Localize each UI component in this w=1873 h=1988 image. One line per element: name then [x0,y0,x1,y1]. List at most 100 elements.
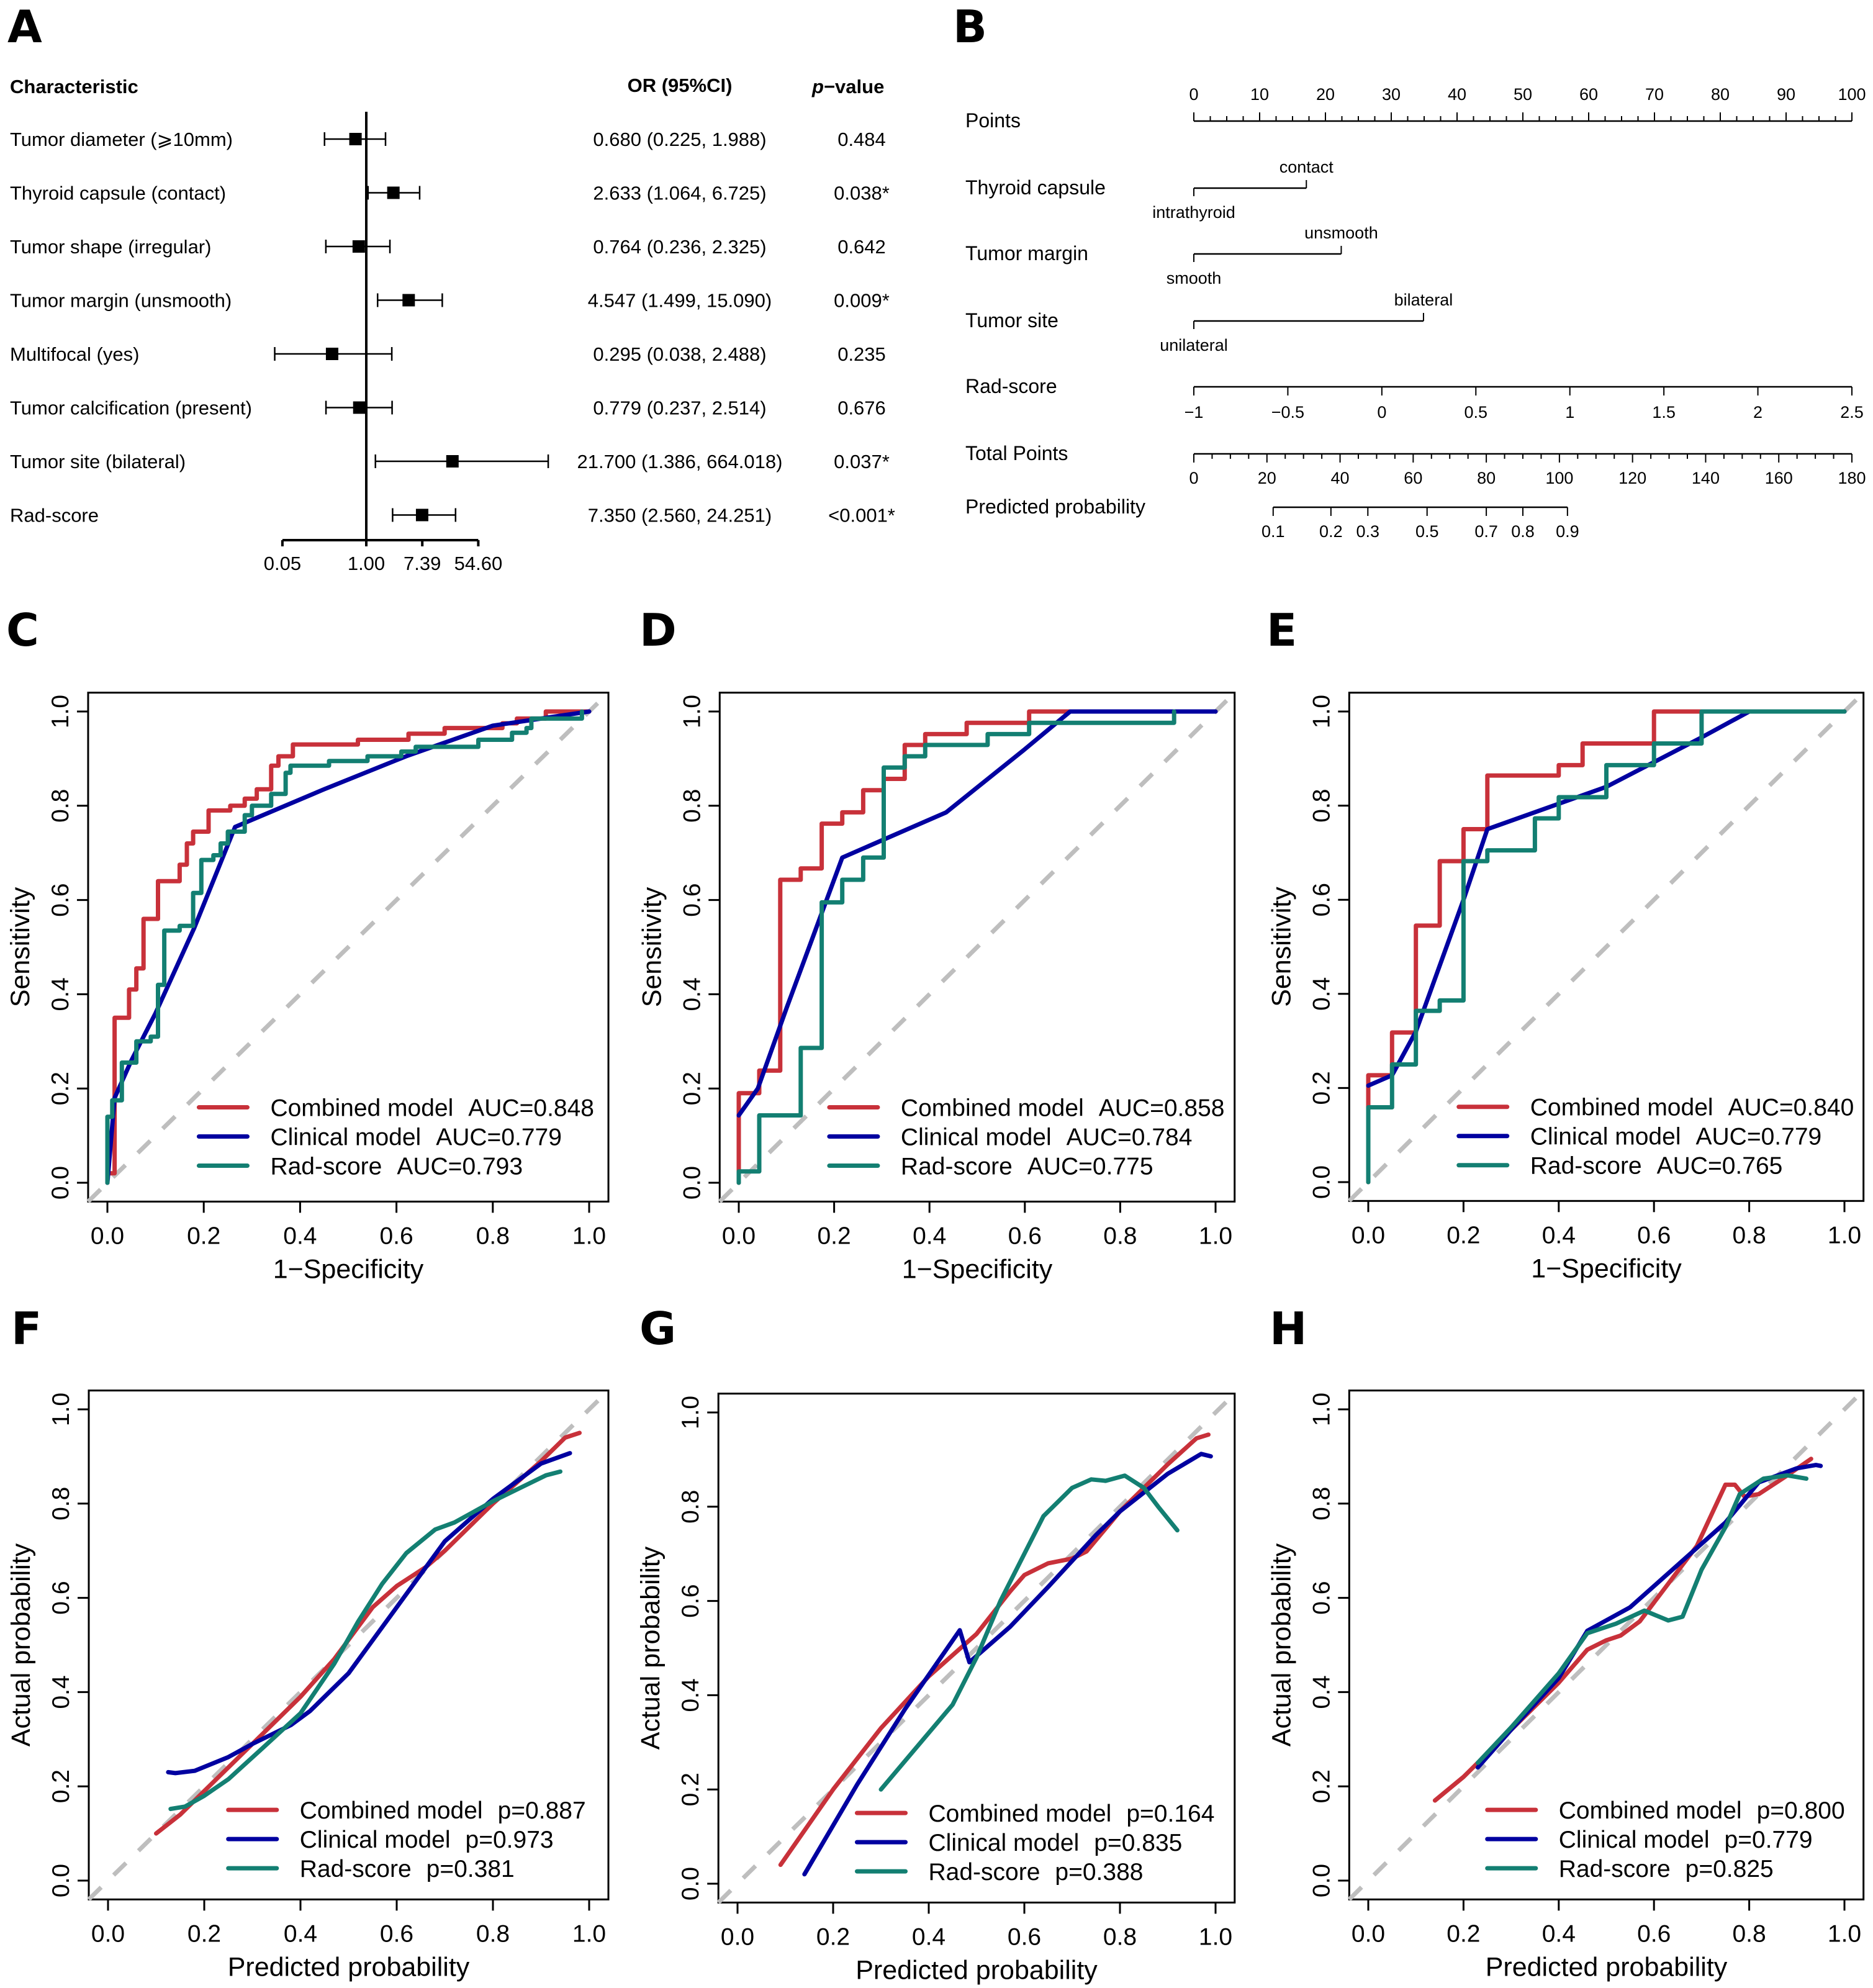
x-tick-label: 0.0 [1352,1222,1385,1249]
p-value: 0.484 [837,129,886,150]
y-tick-label: 0.2 [48,1769,74,1803]
probability-tick-label: 0.3 [1356,522,1380,541]
radscore-tick-label: 2 [1753,403,1762,422]
legend-series-name: Rad-score [901,1154,1013,1180]
reference-diagonal [86,691,610,1203]
y-tick-label: 0.2 [677,1773,704,1806]
series-line-radscore [736,709,1176,1185]
legend-entry: Clinical model AUC=0.779 [1530,1124,1821,1150]
calibration-plot-test: 0.0 0.2 0.4 0.6 0.8 1.0 0.0 0.2 0.4 0.6 0.8 1.0 Pred… [1266,1389,1866,1982]
points-tick-label: 50 [1514,85,1532,104]
panel-label-h: H [1270,1303,1307,1355]
x-tick-label: 0.2 [187,1222,220,1249]
x-axis-title: Predicted probability [1486,1952,1728,1982]
x-tick-label: 1.0 [572,1222,606,1249]
forest-plot: Characteristic OR (95%CI) p−value Tumor … [10,75,895,574]
x-tick-label: 0.4 [1542,1222,1576,1249]
series-line-clinical [1366,709,1847,1088]
y-tick-label: 0.2 [1308,1769,1335,1803]
or-ci-value: 21.700 (1.386, 664.018) [577,451,783,472]
legend-entry: Combined model AUC=0.840 [1530,1095,1854,1121]
p-value: 0.235 [837,343,886,365]
y-tick-label: 1.0 [1308,695,1335,728]
p-value: 0.642 [837,236,886,258]
y-tick-label: 1.0 [1308,1393,1335,1426]
x-tick-label: 54.60 [454,553,503,574]
series-line-combined [105,709,592,1185]
legend-entry: Combined model AUC=0.848 [270,1095,594,1122]
radscore-tick-label: 1 [1565,403,1574,422]
x-tick-label: 0.8 [1103,1222,1137,1249]
x-tick-label: 0.05 [264,553,301,574]
legend: Combined model p=0.164 Clinical model p=0.8… [855,1800,1214,1886]
y-tick-label: 0.8 [679,789,705,823]
or-ci-value: 2.633 (1.064, 6.725) [593,183,766,204]
or-point-marker [415,508,428,522]
y-tick-label: 0.8 [677,1490,704,1524]
nomogram-label-variable: Thyroid capsule [965,176,1106,199]
forest-header-pvalue: p−value [811,76,884,97]
points-tick-label: 20 [1316,85,1335,104]
series-line-combined [778,1432,1211,1868]
legend-entry: Clinical model p=0.973 [300,1827,554,1853]
y-axis-title: Actual probability [1266,1543,1296,1746]
x-axis-title: 1−Specificity [273,1254,424,1284]
legend-entry: Combined model p=0.800 [1559,1797,1845,1824]
x-tick-label: 0.4 [1542,1920,1576,1947]
x-tick-label: 7.39 [404,553,441,574]
y-tick-label: 0.2 [1308,1071,1335,1105]
y-tick-label: 0.8 [1308,788,1335,822]
p-value: 0.038* [834,183,890,204]
forest-header-p-italic: p [811,76,824,97]
total-points-tick-label: 140 [1692,469,1720,487]
legend-series-name: Rad-score [1530,1153,1642,1180]
series-line-radscore [168,1469,562,1812]
series-line-combined [154,1430,582,1836]
x-tick-label: 0.2 [1446,1920,1480,1947]
calibration-plot-validation: 0.0 0.2 0.4 0.6 0.8 1.0 0.0 0.2 0.4 0.6 0.8 1.0 Pred… [636,1392,1237,1985]
points-tick-label: 70 [1645,85,1664,104]
row-label: Tumor shape (irregular) [10,236,211,258]
legend-series-stat: AUC=0.779 [436,1124,562,1151]
row-label: Tumor diameter (⩾10mm) [10,129,233,150]
plot-frame [88,1389,610,1900]
legend: Combined model AUC=0.840 Clinical model AUC… [1456,1095,1854,1180]
or-ci-value: 7.350 (2.560, 24.251) [588,505,772,526]
plot-frame [1348,692,1865,1202]
x-tick-label: 0.2 [187,1920,221,1947]
x-tick-label: 1.0 [1828,1222,1861,1249]
radscore-tick-label: 1.5 [1652,403,1676,422]
x-tick-label: 0.8 [476,1222,510,1249]
x-tick-label: 0.6 [1637,1920,1671,1947]
p-value: <0.001* [828,505,895,526]
legend-series-name: Combined model [1530,1095,1713,1121]
series-line-clinical [1475,1463,1823,1770]
y-tick-label: 0.8 [48,1487,74,1520]
points-tick-label: 90 [1777,85,1795,104]
x-axis-title: Predicted probability [228,1952,470,1982]
y-axis-title: Sensitivity [6,887,35,1007]
legend-series-name: Clinical model [1559,1827,1710,1853]
forest-row: Tumor calcification (present) 0.779 (0.23… [10,397,886,419]
legend-series-name: Clinical model [300,1827,451,1853]
forest-x-axis: 0.05 1.00 7.39 54.60 [264,112,502,574]
y-tick-label: 0.2 [47,1072,74,1105]
row-label: Tumor margin (unsmooth) [10,290,232,312]
forest-row: Tumor shape (irregular) 0.764 (0.236, 2.3… [10,236,886,258]
total-points-tick-label: 80 [1477,469,1496,487]
y-tick-label: 0.0 [679,1166,705,1200]
y-tick-label: 0.0 [677,1867,704,1900]
y-tick-label: 0.6 [677,1584,704,1617]
y-tick-label: 0.4 [1308,1675,1335,1709]
legend-series-stat: p=0.825 [1686,1856,1774,1882]
radscore-tick-label: 0 [1377,403,1386,422]
y-tick-label: 0.6 [48,1581,74,1614]
legend-series-stat: AUC=0.848 [468,1095,594,1122]
x-tick-label: 0.4 [913,1222,946,1249]
series-line-combined [1366,709,1847,1185]
y-tick-label: 0.0 [48,1864,74,1897]
probability-tick-label: 0.1 [1261,522,1285,541]
variable-level-low: unilateral [1160,336,1228,355]
or-ci-value: 0.680 (0.225, 1.988) [593,129,766,150]
x-tick-label: 0.0 [721,1923,754,1950]
